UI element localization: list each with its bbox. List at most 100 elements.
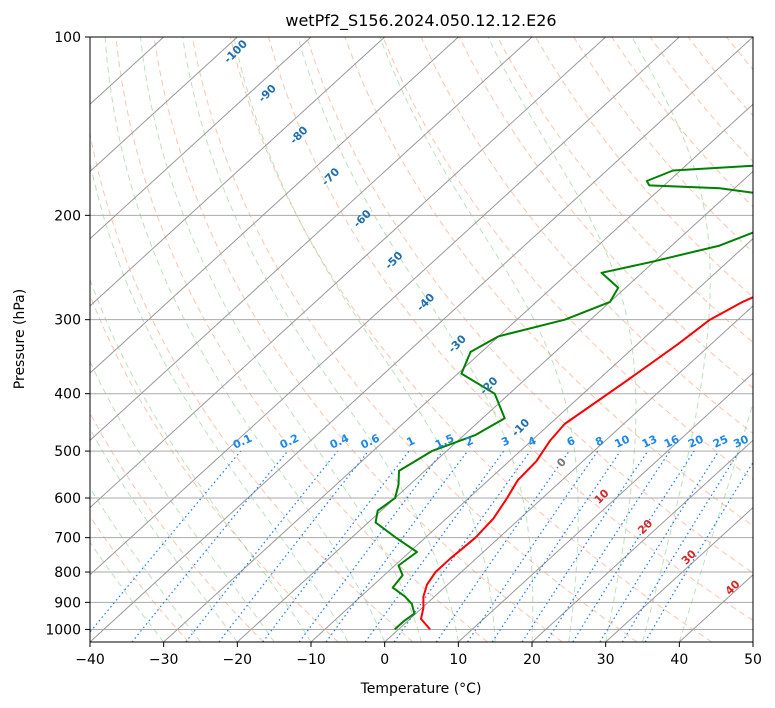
isotherm-line	[90, 37, 238, 173]
y-tick-label: 1000	[45, 622, 81, 638]
dry-adiabat-line	[765, 37, 775, 642]
isotherm-line	[605, 506, 753, 642]
plot-frame	[89, 36, 754, 643]
dry-adiabat-line	[90, 412, 264, 642]
series-line	[374, 164, 753, 631]
isotherm-line	[236, 170, 753, 642]
moist-adiabat-line	[631, 37, 711, 642]
isotherm-line	[384, 305, 753, 642]
contour-label: 0.6	[359, 431, 382, 451]
contour-label: -100	[221, 37, 250, 66]
contour-label: 16	[662, 432, 682, 450]
mixing-ratio-line	[185, 450, 339, 642]
x-tick-label: −30	[149, 652, 179, 668]
mixing-ratio-line	[621, 450, 740, 642]
x-tick-label: −20	[223, 652, 253, 668]
contour-label: -30	[446, 332, 469, 355]
x-tick-label: −40	[75, 652, 105, 668]
isotherm-line	[90, 37, 607, 509]
x-tick-label: 20	[523, 652, 541, 668]
dry-adiabat-line	[573, 37, 753, 253]
contour-label: 30	[731, 432, 751, 450]
mixing-ratio-line	[90, 450, 242, 633]
contour-label: 25	[711, 433, 730, 451]
moist-adiabat-line	[90, 487, 201, 642]
mixing-ratio-line	[364, 450, 505, 642]
contour-label: 6	[565, 434, 578, 449]
y-tick-label: 700	[54, 531, 81, 547]
moist-adiabat-line	[678, 401, 753, 642]
contour-label: 0	[554, 455, 569, 470]
dry-adiabat-line	[268, 37, 753, 622]
moist-adiabat-line	[487, 37, 637, 642]
dry-adiabat-line	[344, 37, 753, 527]
isotherm-line	[90, 37, 533, 442]
contour-label: 10	[592, 486, 612, 506]
mixing-ratio-line	[466, 450, 599, 642]
moist-adiabat-line	[297, 37, 534, 642]
isotherm-line	[90, 37, 386, 307]
y-tick-label: 400	[54, 387, 81, 403]
contour-label: 36	[752, 432, 772, 450]
isotherm-line	[163, 103, 753, 642]
x-tick-label: 30	[597, 652, 615, 668]
isotherm-line	[752, 641, 753, 642]
mixing-ratio-line	[435, 450, 570, 642]
mixing-ratio-line	[262, 450, 410, 642]
isotherm-line	[90, 37, 680, 576]
dry-adiabat-line	[726, 37, 753, 71]
contour-label: 10	[613, 432, 633, 450]
moist-adiabat-line	[90, 278, 312, 642]
contour-label: -80	[287, 123, 310, 146]
mixing-ratio-line	[644, 461, 753, 642]
isotherm-line	[90, 37, 312, 240]
x-tick-label: 10	[449, 652, 467, 668]
contour-label: -60	[351, 207, 374, 230]
y-tick-label: 300	[54, 313, 81, 329]
moist-adiabat-line	[90, 541, 165, 642]
moist-adiabat-line	[182, 37, 459, 642]
contour-label: 0.1	[231, 432, 254, 452]
y-tick-label: 800	[54, 565, 81, 581]
mixing-ratio-line	[131, 450, 289, 642]
mixing-ratio-line	[393, 450, 531, 642]
dry-adiabat-line	[115, 37, 488, 642]
y-tick-label: 200	[54, 208, 81, 224]
isotherm-line	[457, 372, 753, 642]
y-tick-label: 100	[54, 30, 81, 46]
mixing-ratio-line	[545, 450, 671, 642]
moist-adiabat-line	[90, 160, 349, 642]
moist-adiabat-line	[379, 37, 579, 642]
dry-adiabat-line	[90, 293, 339, 642]
mixing-ratio-line	[572, 450, 695, 642]
x-axis-label: Temperature (°C)	[360, 681, 482, 697]
contour-label: 20	[635, 517, 655, 537]
x-tick-label: −10	[296, 652, 326, 668]
isotherm-line	[90, 37, 753, 642]
background-lines	[90, 37, 775, 642]
moist-adiabat-line	[104, 37, 386, 642]
moist-adiabat-line	[140, 37, 422, 642]
contour-label: -70	[319, 165, 342, 188]
x-axis: −40 −30 −20 −10 0 10 20 30 40 50	[75, 642, 762, 668]
dry-adiabat-line	[191, 37, 638, 642]
isotherm-line	[90, 37, 459, 374]
dry-adiabat-line	[90, 131, 414, 642]
mixing-ratio-line	[521, 450, 649, 642]
moist-adiabat-line	[233, 37, 496, 642]
contour-label: 1	[405, 434, 417, 449]
mixing-ratio-line	[491, 450, 621, 642]
series-line	[420, 296, 753, 631]
y-tick-label: 900	[54, 595, 81, 611]
dry-adiabat-line	[496, 37, 753, 344]
y-tick-label: 500	[54, 444, 81, 460]
contour-label: 20	[686, 432, 706, 450]
contour-label: 1.5	[433, 432, 456, 452]
mixing-ratio-line	[599, 450, 720, 642]
contour-label: 0.2	[278, 432, 301, 452]
contour-label: -50	[382, 249, 405, 272]
mixing-ratio-line	[218, 450, 369, 642]
isotherm-line	[310, 237, 753, 642]
moist-adiabat-line	[90, 427, 238, 642]
